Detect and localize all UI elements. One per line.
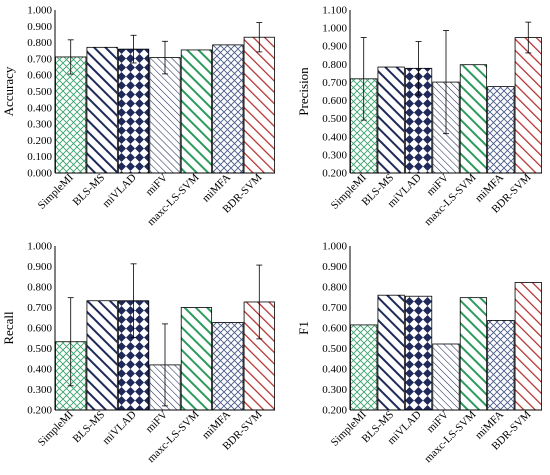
chart-panel-f1: 0.200 0.300 0.400 0.500 0.600 0.700 0.800 0.900…	[296, 241, 542, 465]
y-tick-label: 0.400	[322, 364, 347, 376]
y-tick-label: 0.300	[27, 384, 52, 396]
y-tick-label: 0.100	[27, 151, 52, 163]
chart-panel-accuracy: 0.000 0.100 0.200 0.300 0.400 0.500 0.600 0.700…	[1, 5, 275, 228]
y-tick-label: 0.200	[322, 168, 347, 180]
bar-mivlad	[404, 295, 433, 411]
y-tick-label: 0.500	[27, 86, 52, 98]
y-tick-label: 0.700	[322, 302, 347, 314]
y-axis-title: Recall	[1, 311, 16, 345]
y-tick-label: 0.900	[322, 261, 347, 273]
bar-mimfa	[487, 86, 515, 174]
chart-panel-precision: 0.200 0.300 0.400 0.500 0.600 0.700 0.800 0.900…	[296, 5, 542, 228]
y-tick-label: 0.200	[27, 405, 52, 417]
y-tick-label: 0.400	[322, 131, 347, 143]
y-tick-label: 0.700	[27, 302, 52, 314]
y-tick-label: 0.800	[322, 59, 347, 71]
bar-bls-ms	[86, 300, 118, 411]
chart-panel-recall: 0.200 0.300 0.400 0.500 0.600 0.700 0.800 0.900…	[1, 241, 275, 465]
bar-bls-ms	[377, 66, 405, 174]
bar-mifv	[149, 57, 181, 174]
y-tick-label: 0.700	[322, 77, 347, 89]
y-tick-label: 0.200	[27, 135, 52, 147]
bar-maxc-ls-svm	[180, 49, 213, 174]
y-tick-label: 0.800	[27, 282, 52, 294]
y-tick-label: 0.600	[27, 70, 52, 82]
y-tick-label: 0.800	[322, 282, 347, 294]
y-tick-label: 0.500	[27, 343, 52, 355]
bar-simplemi	[350, 324, 378, 411]
bar-maxc-ls-svm	[459, 64, 488, 174]
category-label: miVLAD	[100, 172, 138, 210]
y-tick-label: 0.800	[27, 37, 52, 49]
y-tick-label: 0.500	[322, 113, 347, 125]
y-tick-label: 0.000	[27, 168, 52, 180]
y-tick-label: 0.300	[322, 384, 347, 396]
y-tick-label: 0.900	[27, 21, 52, 33]
bar-bls-ms	[377, 294, 405, 411]
bar-maxc-ls-svm	[459, 297, 488, 411]
y-tick-label: 1.000	[27, 241, 52, 253]
y-tick-label: 1.000	[27, 5, 52, 17]
category-label: miFV	[143, 409, 170, 436]
y-tick-label: 0.500	[322, 343, 347, 355]
bar-bdr-svm	[514, 282, 542, 411]
y-axis-title: Accuracy	[1, 66, 16, 116]
bar-bdr-svm	[514, 37, 542, 174]
y-tick-label: 0.600	[27, 323, 52, 335]
y-tick-label: 1.000	[322, 23, 347, 35]
y-tick-label: 1.000	[322, 241, 347, 253]
y-axis-title: Precision	[296, 67, 311, 116]
y-tick-label: 0.300	[322, 149, 347, 161]
bar-mimfa	[212, 44, 244, 174]
bar-bls-ms	[86, 46, 118, 174]
y-tick-label: 0.400	[27, 364, 52, 376]
y-tick-label: 0.300	[27, 119, 52, 131]
bar-mimfa	[212, 322, 244, 411]
y-tick-label: 0.900	[322, 41, 347, 53]
bar-mivlad	[117, 48, 150, 174]
bar-simplemi	[55, 56, 87, 174]
category-label: miVLAD	[100, 409, 138, 447]
category-label: miFV	[143, 172, 170, 199]
bar-mimfa	[487, 320, 515, 411]
y-tick-label: 0.400	[27, 102, 52, 114]
bar-mifv	[432, 343, 460, 411]
y-tick-label: 0.200	[322, 405, 347, 417]
y-tick-label: 1.100	[322, 5, 347, 17]
bar-maxc-ls-svm	[180, 307, 213, 411]
y-tick-label: 0.600	[322, 95, 347, 107]
y-axis-title: F1	[296, 321, 311, 335]
bar-bdr-svm	[243, 36, 275, 174]
y-tick-label: 0.600	[322, 323, 347, 335]
y-tick-label: 0.900	[27, 261, 52, 273]
y-tick-label: 0.700	[27, 53, 52, 65]
